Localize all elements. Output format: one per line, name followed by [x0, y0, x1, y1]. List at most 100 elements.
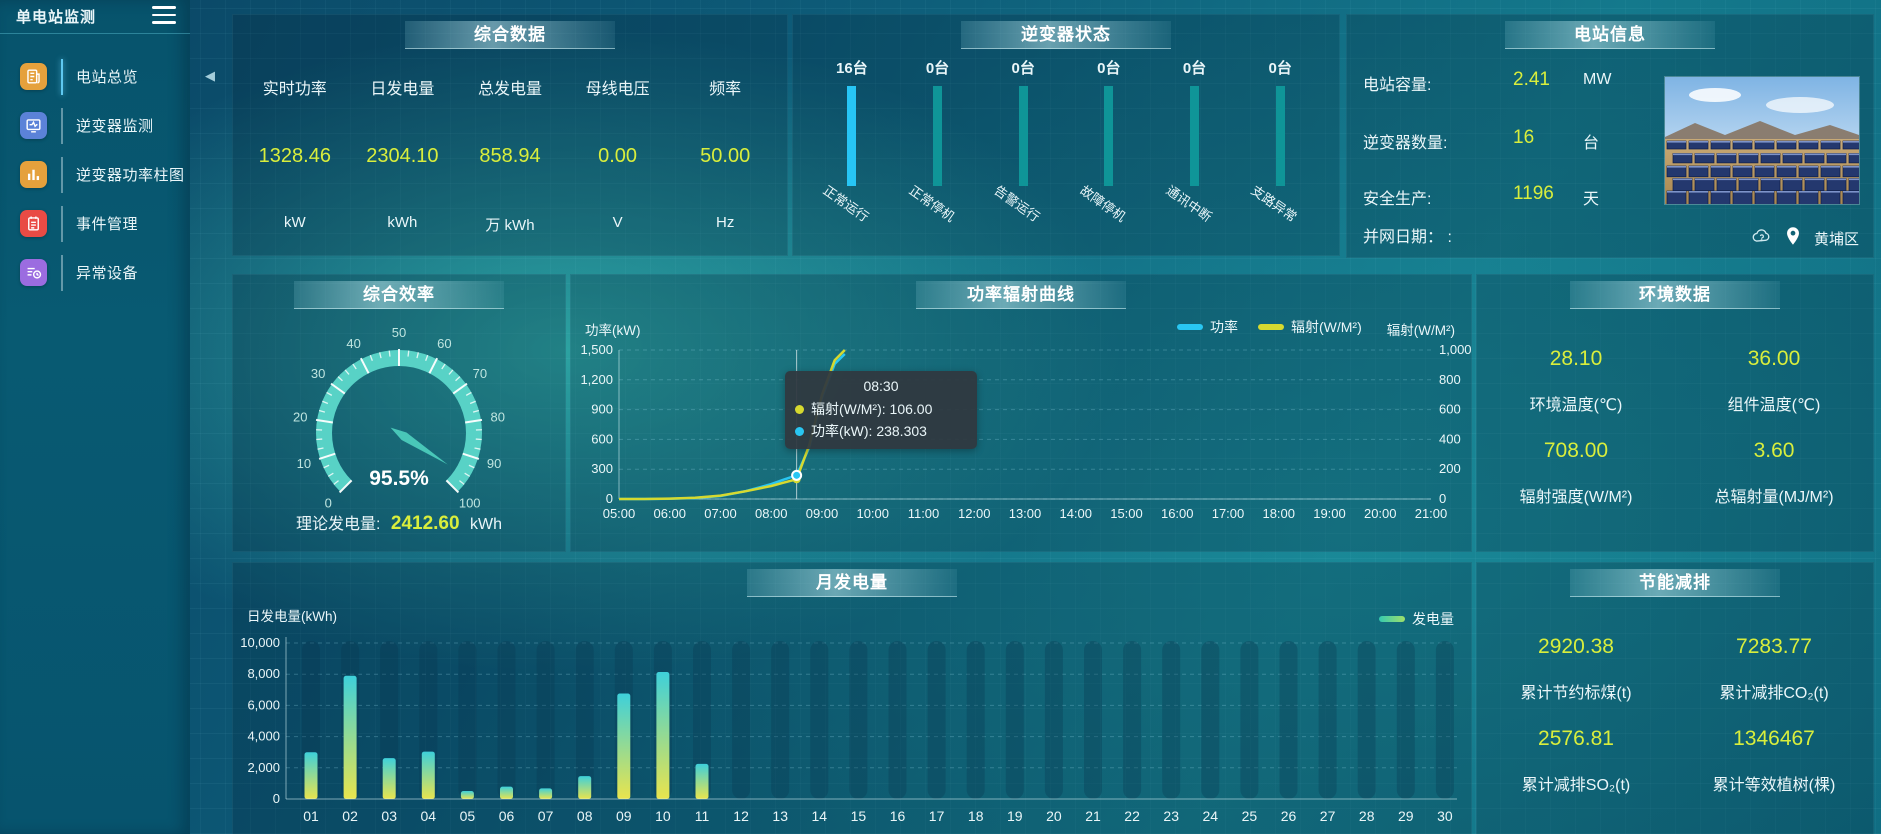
svg-text:09: 09	[616, 808, 632, 824]
collapse-panel-arrow-icon[interactable]: ◀	[205, 68, 215, 83]
status-bar	[1275, 86, 1285, 186]
metric-unit: kW	[283, 214, 306, 231]
svg-text:8,000: 8,000	[247, 666, 280, 681]
svg-text:19: 19	[1007, 808, 1023, 824]
panel-environment: 环境数据 28.10 环境温度(℃) 36.00 组件温度(℃) 708.00 辐射强度(…	[1476, 274, 1874, 552]
status-label: 告警运行	[991, 182, 1043, 225]
metric-value: 2304.10	[366, 145, 439, 167]
svg-text:2,000: 2,000	[247, 760, 280, 775]
sidebar-header: 单电站监测	[0, 0, 190, 34]
svg-text:05: 05	[460, 808, 476, 824]
svg-text:1,500: 1,500	[580, 342, 613, 357]
svg-text:20: 20	[1046, 808, 1062, 824]
sidebar-item-inverter-monitor[interactable]: 逆变器监测	[0, 101, 190, 150]
metric-label: 总辐射量(MJ/M²)	[1714, 489, 1834, 506]
sidebar-item-inverter-power-bars[interactable]: 逆变器功率柱图	[0, 150, 190, 199]
sidebar-item-label: 事件管理	[76, 216, 139, 233]
svg-text:10:00: 10:00	[856, 506, 889, 521]
sidebar-item-station-overview[interactable]: 电站总览	[0, 52, 190, 101]
svg-text:14: 14	[812, 808, 828, 824]
sidebar: 单电站监测 电站总览 逆变器监测 逆变器功率柱图事件管理异常设备	[0, 0, 190, 834]
metric-cell: 2920.38 累计节约标煤(t)	[1477, 621, 1675, 713]
panel-efficiency-title: 综合效率	[294, 281, 504, 309]
station-row-label: 逆变器数量:	[1363, 135, 1448, 152]
monthly-generation-chart[interactable]: 0 2,000 4,000 6,000 8,000 10,000 01 02 03 04 05 06 0…	[233, 563, 1471, 834]
power-curve-legend[interactable]: 功率 辐射(W/M²)	[1177, 317, 1362, 337]
svg-text:26: 26	[1281, 808, 1297, 824]
metric-label: 母线电压	[585, 81, 650, 98]
svg-text:23: 23	[1163, 808, 1179, 824]
panel-environment-title: 环境数据	[1570, 281, 1780, 309]
svg-text:11: 11	[695, 808, 710, 824]
location-pin-icon[interactable]	[1782, 225, 1804, 251]
panel-overview: 综合数据 实时功率 1328.46 kW 日发电量 2304.10 kWh 总发电量 858.…	[232, 14, 788, 256]
sidebar-item-abnormal-devices[interactable]: 异常设备	[0, 248, 190, 297]
metric-cell: 708.00 辐射强度(W/M²)	[1477, 425, 1675, 517]
svg-text:14:00: 14:00	[1059, 506, 1092, 521]
overview-metrics: 实时功率 1328.46 kW 日发电量 2304.10 kWh 总发电量 858.94 万 k…	[241, 61, 779, 235]
tooltip-text: 功率(kW): 238.303	[811, 423, 927, 439]
svg-text:0: 0	[606, 491, 613, 506]
legend-item[interactable]: 发电量	[1379, 609, 1454, 629]
theoretical-generation-label: 理论发电量:	[295, 516, 381, 533]
svg-text:600: 600	[591, 431, 613, 446]
metric-value: 0.00	[598, 145, 638, 167]
metric-value: 2576.81	[1538, 727, 1614, 750]
metric-cell: 3.60 总辐射量(MJ/M²)	[1675, 425, 1873, 517]
sidebar-item-event-management[interactable]: 事件管理	[0, 199, 190, 248]
svg-text:20:00: 20:00	[1364, 506, 1397, 521]
bars-icon	[20, 161, 47, 188]
efficiency-gauge[interactable]: 0 10 20 30 40 50 60 70 80 90 100 95.5%	[249, 313, 549, 523]
svg-text:0: 0	[1439, 491, 1446, 506]
legend-label: 辐射(W/M²)	[1291, 319, 1362, 335]
status-bar	[1104, 86, 1114, 186]
status-count: 0台	[1268, 60, 1292, 77]
station-row-unit: 天	[1583, 191, 1600, 208]
svg-text:03: 03	[381, 808, 397, 824]
station-row-unit: MW	[1583, 71, 1612, 88]
status-count: 0台	[1182, 60, 1207, 77]
monthly-legend[interactable]: 发电量	[1379, 609, 1454, 629]
metric-cell: 2576.81 累计减排SO₂(t)	[1477, 713, 1675, 805]
metric-unit: kWh	[387, 214, 418, 231]
svg-text:11:00: 11:00	[908, 506, 940, 521]
station-row-label: 电站容量:	[1363, 77, 1432, 94]
status-label: 支路异常	[1248, 182, 1300, 225]
metric-value: 708.00	[1543, 439, 1609, 462]
svg-text:07:00: 07:00	[704, 506, 737, 521]
item-divider	[61, 254, 63, 291]
metric-label: 辐射强度(W/M²)	[1519, 489, 1633, 506]
svg-text:08: 08	[577, 808, 593, 824]
inverter-status-item: 0台支路异常	[1237, 57, 1323, 225]
svg-text:21:00: 21:00	[1415, 506, 1448, 521]
svg-text:15: 15	[851, 808, 867, 824]
menu-toggle-icon[interactable]	[152, 6, 176, 24]
metric-label: 实时功率	[262, 81, 327, 98]
metric-value: 1346467	[1733, 727, 1815, 750]
status-bar	[933, 86, 942, 186]
station-row-label: 并网日期： :	[1363, 229, 1452, 246]
inverter-status-item: 0台 正常停机	[895, 57, 981, 225]
metric-label: 日发电量	[370, 81, 435, 98]
weather-cloud-icon[interactable]	[1750, 225, 1772, 251]
tooltip-row: 辐射(W/M²): 106.00	[795, 398, 967, 420]
legend-item[interactable]: 辐射(W/M²)	[1258, 317, 1362, 337]
station-photo	[1664, 76, 1869, 205]
metric-value: 858.94	[479, 145, 541, 167]
metric-label: 总发电量	[477, 81, 542, 98]
overview-metric: 频率 50.00 Hz	[671, 61, 779, 235]
svg-text:06:00: 06:00	[653, 506, 686, 521]
svg-text:12: 12	[733, 808, 749, 824]
svg-text:10: 10	[655, 808, 671, 824]
status-label: 故障停机	[1077, 182, 1129, 225]
legend-marker	[1177, 324, 1203, 330]
theoretical-generation-value: 2412.60	[390, 513, 460, 534]
metric-label: 累计等效植树(棵)	[1712, 777, 1836, 794]
svg-text:07: 07	[538, 808, 554, 824]
overview-metric: 实时功率 1328.46 kW	[241, 61, 349, 235]
legend-item[interactable]: 功率	[1177, 317, 1238, 337]
svg-text:18:00: 18:00	[1262, 506, 1295, 521]
metric-value: 7283.77	[1736, 635, 1812, 658]
metric-cell: 28.10 环境温度(℃)	[1477, 333, 1675, 425]
power-radiation-chart[interactable]: 0 0 300 200 600 400 900 600 1,200 800 1,500 1,000 05…	[571, 275, 1471, 551]
